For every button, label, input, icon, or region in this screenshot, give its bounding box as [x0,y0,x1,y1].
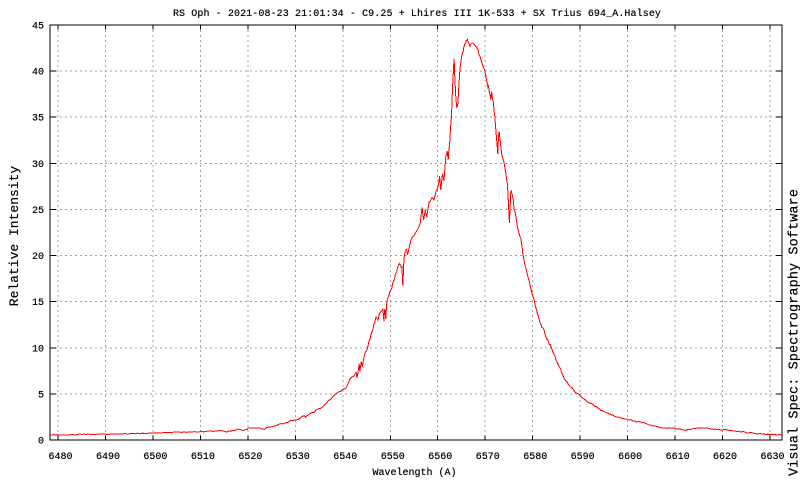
svg-text:25: 25 [32,206,44,217]
svg-text:35: 35 [32,114,44,125]
svg-text:6540: 6540 [333,452,357,463]
svg-text:Wavelength (A): Wavelength (A) [372,467,456,479]
svg-text:6550: 6550 [381,452,405,463]
svg-text:30: 30 [32,160,44,171]
svg-text:RS Oph - 2021-08-23 21:01:34 -: RS Oph - 2021-08-23 21:01:34 - C9.25 + L… [173,8,661,20]
svg-text:40: 40 [32,68,44,79]
svg-text:6520: 6520 [238,452,262,463]
svg-text:6590: 6590 [571,452,595,463]
svg-text:0: 0 [38,437,44,448]
svg-text:6620: 6620 [713,452,737,463]
svg-text:45: 45 [32,22,44,33]
svg-text:Relative Intensity: Relative Intensity [7,166,22,307]
svg-text:6500: 6500 [143,452,167,463]
svg-text:6610: 6610 [666,452,690,463]
svg-text:10: 10 [32,344,44,355]
svg-text:6490: 6490 [96,452,120,463]
svg-text:15: 15 [32,298,44,309]
svg-text:6530: 6530 [286,452,310,463]
svg-text:6580: 6580 [523,452,547,463]
svg-text:5: 5 [38,390,44,401]
svg-text:Visual Spec: Spectrography Sof: Visual Spec: Spectrography Software [788,189,800,476]
svg-text:6600: 6600 [618,452,642,463]
svg-text:20: 20 [32,252,44,263]
svg-text:6510: 6510 [191,452,215,463]
svg-text:6630: 6630 [760,452,784,463]
svg-text:6560: 6560 [428,452,452,463]
svg-text:6570: 6570 [476,452,500,463]
svg-text:6480: 6480 [48,452,72,463]
